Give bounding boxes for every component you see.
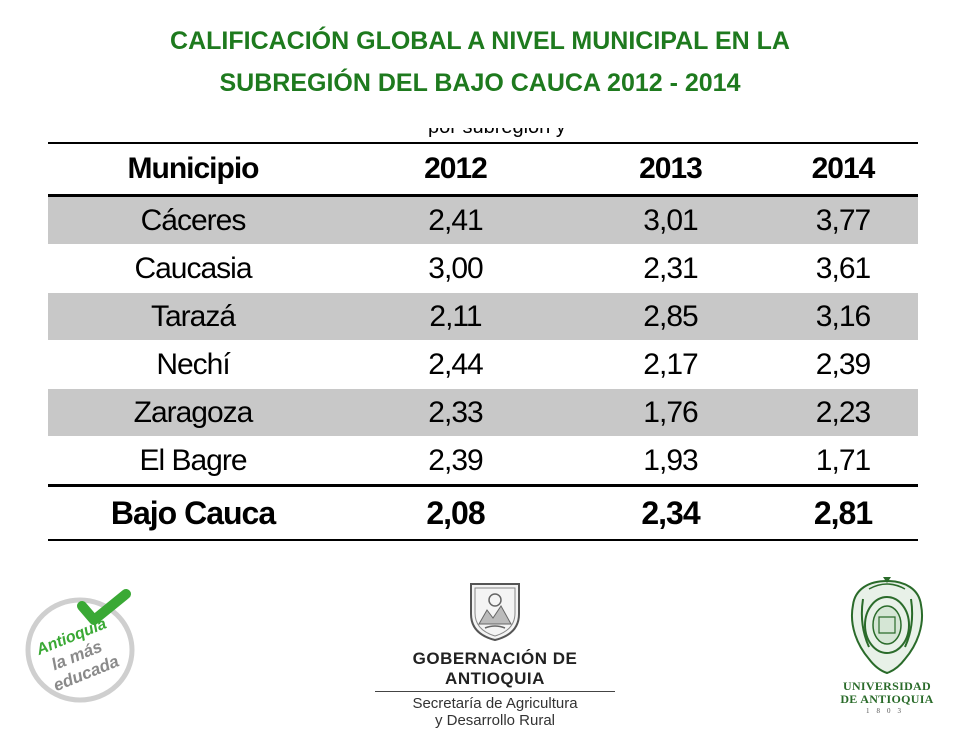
cell-2013: 2,17 [573,340,768,389]
table-total-row: Bajo Cauca 2,08 2,34 2,81 [48,484,918,541]
cell-2014: 3,16 [768,292,918,341]
table-row: Zaragoza 2,33 1,76 2,23 [48,388,918,437]
gobernacion-sub1: Secretaría de Agricultura [412,695,578,712]
ratings-table: Municipio 2012 2013 2014 Cáceres 2,41 3,… [48,142,918,541]
cell-2013: 2,85 [573,292,768,341]
cell-municipio: Bajo Cauca [48,484,338,541]
cell-2012: 2,39 [338,436,573,486]
cell-municipio: Nechí [48,340,338,389]
cell-2013: 2,31 [573,244,768,293]
antioquia-shield-icon [470,583,520,642]
gobernacion-sub2: y Desarrollo Rural [434,712,556,729]
title-line-1: CALIFICACIÓN GLOBAL A NIVEL MUNICIPAL EN… [170,27,790,55]
header-municipio: Municipio [48,142,338,197]
gobernacion-divider [375,691,615,692]
universidad-seal-icon [851,577,923,675]
cell-2012: 2,11 [338,292,573,341]
cell-2012: 2,44 [338,340,573,389]
cell-2014: 1,71 [768,436,918,486]
table-header-row: Municipio 2012 2013 2014 [48,142,918,197]
antioquia-educada-logo: Antioquia la más educada [22,588,140,706]
table-row: Nechí 2,44 2,17 2,39 [48,340,918,389]
universidad-year: 1803 [866,707,908,715]
cell-2012: 2,33 [338,388,573,437]
cell-2013: 2,34 [573,484,768,541]
cell-municipio: Zaragoza [48,388,338,437]
gobernacion-name: GOBERNACIÓN DE ANTIOQUIA [412,649,578,688]
cell-2012: 3,00 [338,244,573,293]
table-row: El Bagre 2,39 1,93 1,71 [48,436,918,486]
cell-2013: 1,76 [573,388,768,437]
antioquia-educada-logo-icon: Antioquia la más educada [25,589,135,703]
cell-2012: 2,08 [338,484,573,541]
universidad-line2: DE ANTIOQUIA [840,692,934,706]
page-title: CALIFICACIÓN GLOBAL A NIVEL MUNICIPAL EN… [0,20,960,104]
table-row: Cáceres 2,41 3,01 3,77 [48,195,918,245]
clipped-caption: por subregión y [428,128,668,138]
cell-municipio: Tarazá [48,292,338,341]
cell-2014: 2,81 [768,484,918,541]
cell-2013: 3,01 [573,195,768,245]
cell-municipio: Caucasia [48,244,338,293]
cell-2014: 2,39 [768,340,918,389]
cell-2012: 2,41 [338,195,573,245]
header-2013: 2013 [573,142,768,197]
cell-2014: 2,23 [768,388,918,437]
cell-2013: 1,93 [573,436,768,486]
header-2014: 2014 [768,142,918,197]
header-2012: 2012 [338,142,573,197]
gobernacion-logo: GOBERNACIÓN DE ANTIOQUIA Secretaría de A… [370,580,620,729]
universidad-logo: UNIVERSIDAD DE ANTIOQUIA 1803 [832,575,942,715]
universidad-line1: UNIVERSIDAD [843,679,931,693]
cell-2014: 3,77 [768,195,918,245]
cell-municipio: El Bagre [48,436,338,486]
cell-2014: 3,61 [768,244,918,293]
table-row: Tarazá 2,11 2,85 3,16 [48,292,918,341]
title-line-2: SUBREGIÓN DEL BAJO CAUCA 2012 - 2014 [219,69,741,97]
table-row: Caucasia 3,00 2,31 3,61 [48,244,918,293]
cell-municipio: Cáceres [48,195,338,245]
